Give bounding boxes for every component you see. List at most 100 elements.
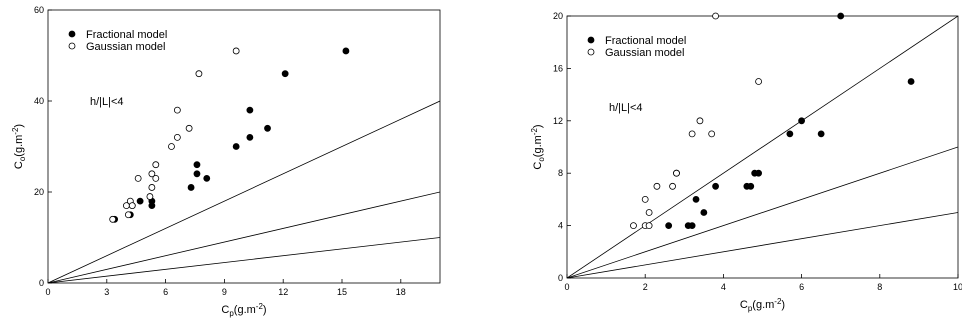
- data-point: [669, 182, 676, 190]
- data-point: [755, 78, 762, 85]
- data-point: [688, 222, 696, 230]
- data-point: [712, 182, 719, 190]
- data-point: [246, 133, 254, 141]
- axis-label-part: (g.m: [752, 299, 774, 311]
- axis-label-part: C: [532, 162, 544, 170]
- x-tick-label: 18: [396, 287, 406, 297]
- axis-label-part: -2: [774, 297, 782, 306]
- data-point: [148, 170, 156, 178]
- data-point: [645, 222, 653, 230]
- data-point: [185, 124, 193, 132]
- data-point: [645, 209, 653, 216]
- data-point: [747, 182, 755, 190]
- axis-label-part: ): [13, 124, 25, 128]
- annotation: h/|L|<4: [90, 96, 124, 108]
- data-point: [673, 169, 680, 177]
- axis-label: Cp(g.m-2): [740, 297, 785, 313]
- data-point: [688, 130, 696, 138]
- y-tick-label: 20: [34, 187, 44, 197]
- data-point: [123, 202, 130, 210]
- data-point: [173, 106, 181, 114]
- reference-line: [48, 237, 440, 283]
- reference-line: [48, 191, 440, 283]
- legend-marker: [68, 42, 76, 50]
- axis-label-part: p: [748, 304, 753, 313]
- axis-label-part: C: [13, 161, 25, 169]
- axis-label: Cp(g.m-2): [221, 302, 266, 318]
- data-point: [708, 130, 716, 138]
- x-tick-label: 10: [953, 282, 962, 292]
- axis-label: Co(g.m-2): [530, 124, 546, 169]
- x-tick-label: 6: [799, 282, 804, 292]
- y-tick-label: 40: [34, 96, 44, 106]
- data-point: [665, 222, 673, 230]
- reference-line: [567, 16, 958, 278]
- data-point: [907, 78, 915, 85]
- y-tick-label: 0: [558, 273, 563, 283]
- axis-label: Co(g.m-2): [11, 124, 27, 169]
- data-point: [195, 70, 203, 78]
- data-point: [342, 47, 350, 55]
- data-point: [148, 184, 156, 191]
- legend-marker: [68, 30, 76, 38]
- data-point: [751, 169, 759, 177]
- data-point: [700, 209, 708, 216]
- data-point: [232, 143, 240, 150]
- data-point: [203, 174, 211, 182]
- legend-label: Gaussian model: [605, 47, 685, 59]
- data-point: [152, 161, 160, 169]
- legend-label: Gaussian model: [86, 41, 166, 53]
- data-point: [817, 130, 825, 138]
- axis-label-part: C: [221, 304, 229, 316]
- x-tick-label: 9: [222, 287, 227, 297]
- data-point: [281, 70, 289, 78]
- x-tick-label: 3: [104, 287, 109, 297]
- data-point: [837, 12, 845, 20]
- y-tick-label: 0: [39, 278, 44, 288]
- axis-label-part: ): [263, 304, 267, 316]
- x-tick-label: 8: [877, 282, 882, 292]
- y-tick-label: 12: [553, 116, 563, 126]
- y-tick-label: 20: [553, 11, 563, 21]
- data-point: [232, 47, 240, 55]
- x-tick-label: 0: [564, 282, 569, 292]
- legend-marker: [587, 48, 595, 56]
- x-tick-label: 6: [163, 287, 168, 297]
- axis-label-part: ): [532, 124, 544, 128]
- x-tick-label: 15: [337, 287, 347, 297]
- chart: 0 2 4 6 8 10 0 4 8 12 16 20 Fractional modelGaussian…: [530, 11, 962, 313]
- data-point: [109, 215, 117, 223]
- data-point: [136, 197, 144, 205]
- x-tick-label: 0: [45, 287, 50, 297]
- data-point: [712, 12, 719, 20]
- data-point: [696, 117, 704, 125]
- data-point: [187, 184, 195, 191]
- axis-label-part: p: [229, 309, 234, 318]
- data-point: [173, 133, 181, 141]
- data-point: [124, 211, 132, 219]
- axis-label-part: (g.m: [532, 135, 544, 157]
- legend-label: Fractional model: [605, 35, 686, 47]
- data-point: [152, 174, 160, 182]
- data-point: [193, 161, 201, 169]
- data-point: [630, 222, 637, 230]
- reference-line: [48, 100, 440, 283]
- axis-label-part: ): [781, 299, 785, 311]
- data-point: [798, 117, 805, 125]
- x-tick-label: 12: [278, 287, 288, 297]
- data-point: [264, 124, 271, 132]
- annotation: h/|L|<4: [609, 102, 643, 114]
- data-point: [134, 174, 142, 182]
- plot-frame: [47, 9, 441, 284]
- axis-label-part: -2: [256, 302, 264, 311]
- axis-label-part: o: [537, 157, 546, 162]
- data-point: [641, 195, 649, 203]
- data-point: [146, 193, 154, 200]
- x-tick-label: 2: [643, 282, 648, 292]
- data-point: [168, 143, 175, 150]
- data-point: [128, 202, 136, 210]
- chart: 0 3 6 9 12 15 18 0 20 40 60 Fractional modelGaussia…: [11, 5, 441, 318]
- data-point: [692, 195, 700, 203]
- y-tick-label: 16: [553, 63, 563, 73]
